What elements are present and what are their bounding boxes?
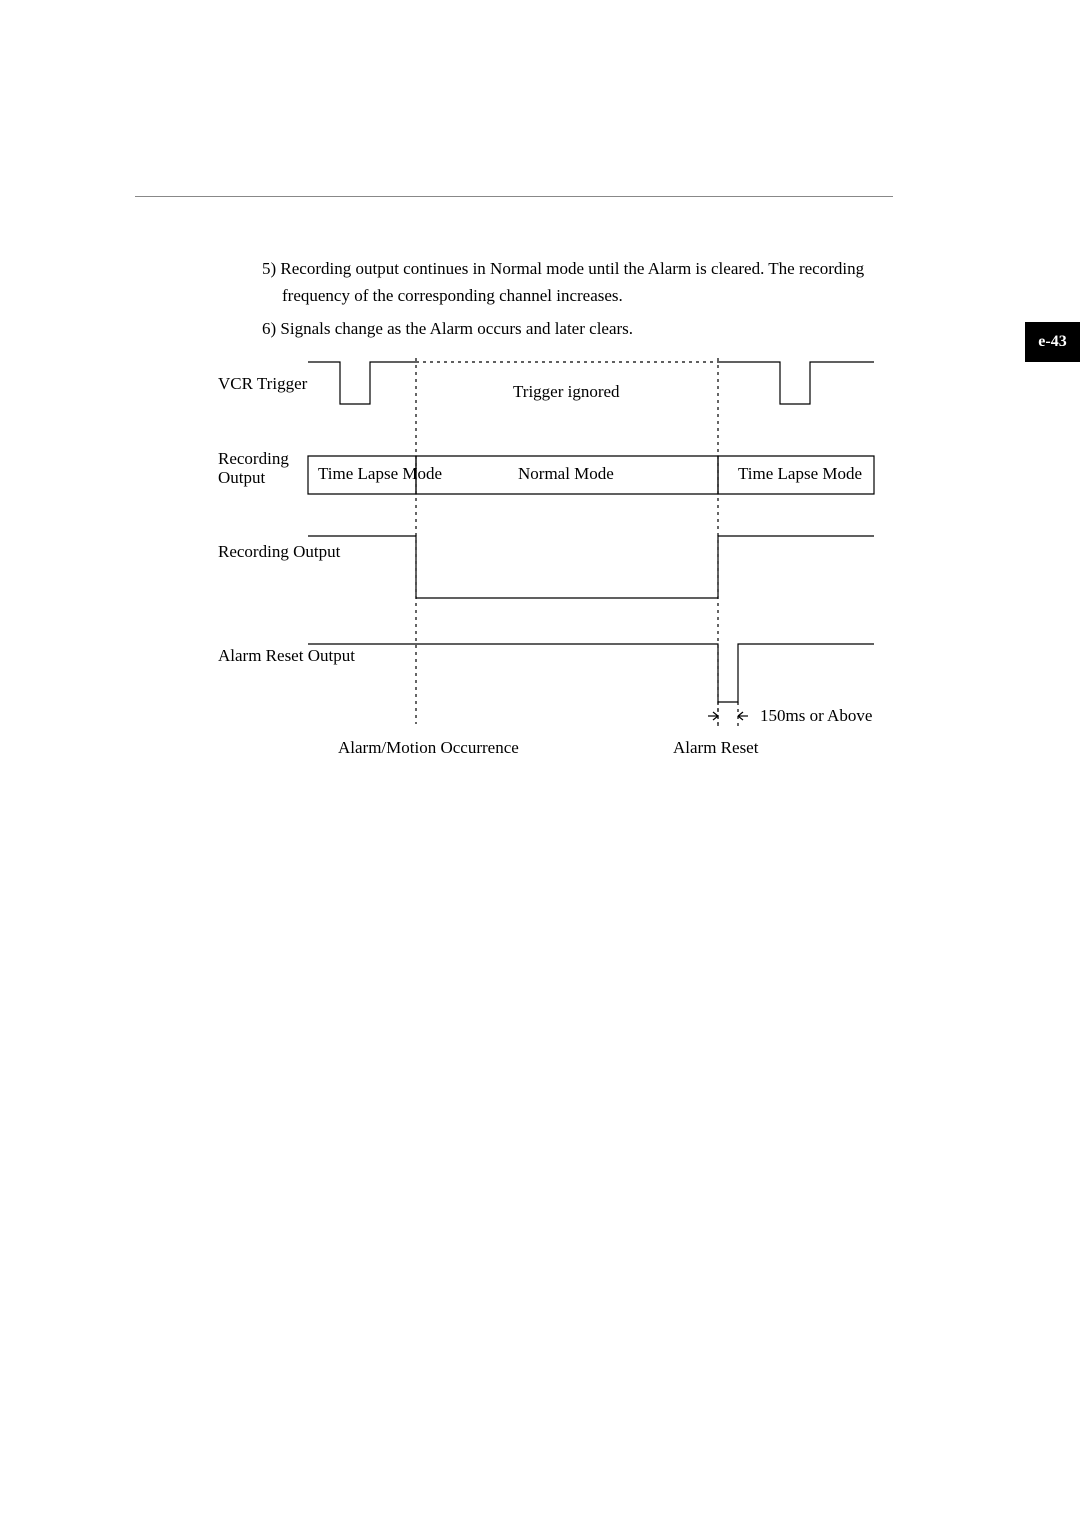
label-trigger-ignored: Trigger ignored (513, 382, 620, 402)
label-time-lapse-2: Time Lapse Mode (738, 464, 862, 484)
horizontal-rule (135, 196, 893, 197)
label-alarm-reset: Alarm Reset (673, 738, 758, 758)
text-line: 6) Signals change as the Alarm occurs an… (262, 319, 633, 338)
label-recording-output-1: Recording (218, 449, 289, 469)
body-text-item-5: 5) Recording output continues in Normal … (262, 255, 894, 309)
label-150ms: 150ms or Above (760, 706, 872, 726)
page-tab: e-43 (1025, 322, 1080, 362)
label-alarm-motion: Alarm/Motion Occurrence (338, 738, 519, 758)
body-text-item-6: 6) Signals change as the Alarm occurs an… (262, 315, 894, 342)
text-line: frequency of the corresponding channel i… (262, 286, 623, 305)
label-recording-output-2: Recording Output (218, 542, 340, 562)
label-vcr-trigger: VCR Trigger (218, 374, 307, 394)
label-normal-mode: Normal Mode (518, 464, 614, 484)
label-recording-output-1b: Output (218, 468, 265, 488)
timing-diagram: VCR Trigger Trigger ignored Recording Ou… (218, 346, 898, 766)
label-alarm-reset-output: Alarm Reset Output (218, 646, 355, 666)
text-line: 5) Recording output continues in Normal … (262, 259, 864, 278)
label-time-lapse-1: Time Lapse Mode (318, 464, 442, 484)
